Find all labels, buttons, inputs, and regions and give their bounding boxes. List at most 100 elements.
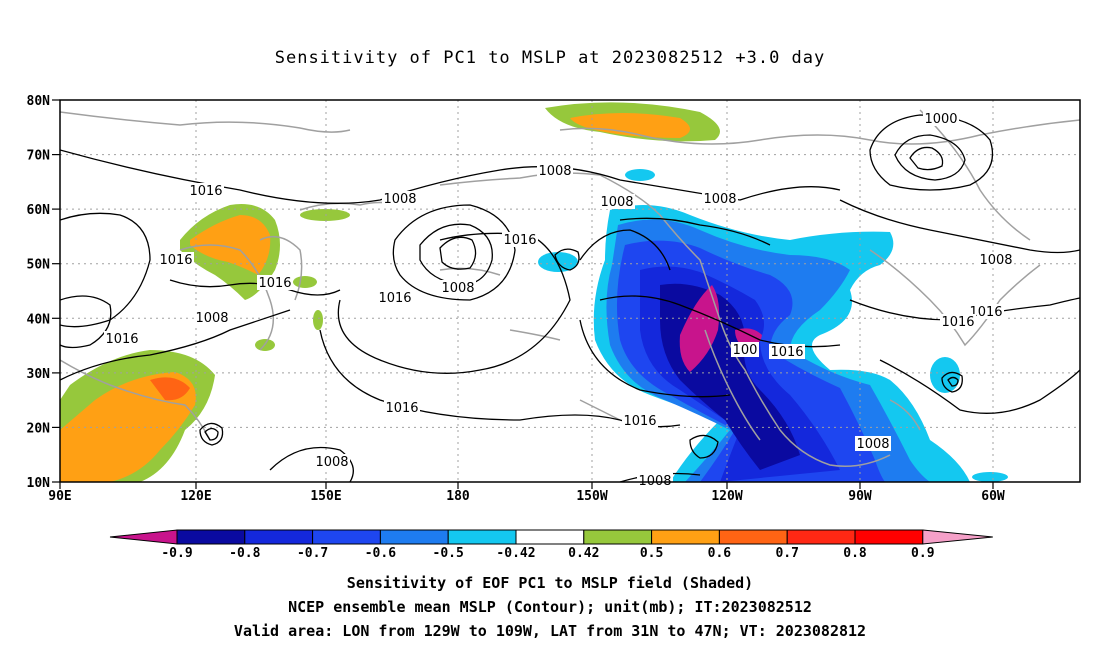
contour-east-misc [879,359,1080,414]
colorbar-label: -0.7 [297,546,328,561]
contour-1016-gulf [579,229,671,271]
lon-axis-labels: 90E 120E 150E 180 150W 120W 90W 60W [48,489,1005,504]
contour-low-east2 [947,376,959,387]
colorbar-label: -0.5 [433,546,464,561]
contour-1008-sw [60,309,291,381]
lon-label: 120W [711,489,742,504]
colorbar-label: -0.8 [229,546,260,561]
caption-line-3: Valid area: LON from 129W to 109W, LAT f… [233,622,867,640]
shade-green-blob2 [293,276,317,288]
contour-small-loop [554,248,580,271]
shade-na-magenta [679,285,720,372]
contour-label-bg [622,413,658,428]
lat-label: 80N [27,94,51,109]
shade-japan-orange [190,215,271,275]
contour-1008-west [60,295,112,349]
lat-label: 70N [27,149,51,164]
shade-green-blob1 [300,209,350,221]
map-frame [59,99,1081,483]
lon-label: 90E [48,489,71,504]
contour-label-bg [599,194,635,209]
colorbar-label: 0.7 [775,546,798,561]
contour-label: 1008 [538,164,571,179]
colorbar-label: 0.42 [568,546,599,561]
colorbar-segment [651,529,720,545]
colorbar-segment [244,529,314,545]
colorbar-segment [515,529,585,545]
lon-label: 120E [180,489,211,504]
contour-label: 1008 [600,195,633,210]
colorbar-label: -0.9 [161,546,192,561]
contour-label-bg [314,454,350,469]
colorbar-label: 0.8 [843,546,867,561]
coastline-arctic [559,119,1080,145]
lon-label: 180 [446,489,470,504]
contour-label: 1016 [770,345,803,360]
contour-1008-bottom [269,446,354,482]
contour-label: 1008 [383,192,416,207]
lat-label: 10N [27,476,51,491]
colorbar-labels: -0.9 -0.8 -0.7 -0.6 -0.5 -0.42 0.42 0.5 0.6 0.7 0.… [161,546,934,561]
contour-low-sw2 [204,427,219,441]
contour-label: 1016 [189,184,222,199]
caption-line-2: NCEP ensemble mean MSLP (Contour); unit(… [288,598,812,616]
contour-label-bg [188,183,224,198]
colorbar-segment [786,529,856,545]
contour-label: 1008 [979,253,1012,268]
lat-label: 50N [27,258,51,273]
colorbar-left-arrow [109,529,178,545]
contour-992-arctic [909,146,944,171]
contour-label-bg [158,252,194,267]
contour-label: 1016 [941,315,974,330]
axis-ticks [52,99,994,489]
contour-label: 1016 [503,233,536,248]
colorbar-right-arrow [922,529,993,545]
contour-label: 1016 [159,253,192,268]
contour-1008-na [619,217,771,246]
colorbar-label: 0.9 [911,546,934,561]
contour-label: 1000 [924,112,957,127]
contour-1008-inner [419,223,493,286]
contour-label: 1016 [969,305,1002,320]
contour-layer [60,114,1080,482]
contour-label-bg [382,191,418,206]
contour-1008-east [839,199,1080,254]
contour-label-bg [194,310,230,325]
contour-label: 1016 [385,401,418,416]
colorbar-segment [176,529,246,545]
contour-label-bg [637,473,673,488]
coastline-asia [60,111,401,441]
chart-title: Sensitivity of PC1 to MSLP at 2023082512… [274,48,826,68]
contour-label-layer: 1016101610161008100810081008101610161008… [104,111,1014,489]
contour-label-bg [377,290,413,305]
contour-label: 1008 [856,437,889,452]
contour-label-bg [968,304,1004,319]
contour-label: 1008 [441,281,474,296]
contour-1000-arctic [869,114,994,191]
coastline-baja [704,329,761,441]
colorbar-label: 0.5 [640,546,663,561]
coastline-greenland [919,109,1031,241]
lat-label: 30N [27,367,51,382]
lat-axis-labels: 80N 70N 60N 50N 40N 30N 20N 10N [27,94,51,491]
contour-label: 1016 [623,414,656,429]
contour-1008-aleutian [392,204,516,301]
contour-label-bg [702,191,738,206]
contour-1004-inner [439,236,477,270]
contour-label: 1008 [703,192,736,207]
colorbar-label: -0.6 [365,546,396,561]
contour-label-bg [855,436,891,451]
lat-label: 20N [27,421,51,436]
coastline-misc [439,267,921,431]
colorbar-segment [583,529,653,545]
contour-low-a [689,434,719,459]
contour-label-bg [502,232,538,247]
contour-label-bg [731,342,759,357]
gridlines [60,100,1080,482]
contour-label: 1008 [195,311,228,326]
colorbar [109,529,993,545]
lat-label: 40N [27,312,51,327]
shade-cyan-blob3 [625,169,655,181]
colorbar-segment [854,529,924,545]
